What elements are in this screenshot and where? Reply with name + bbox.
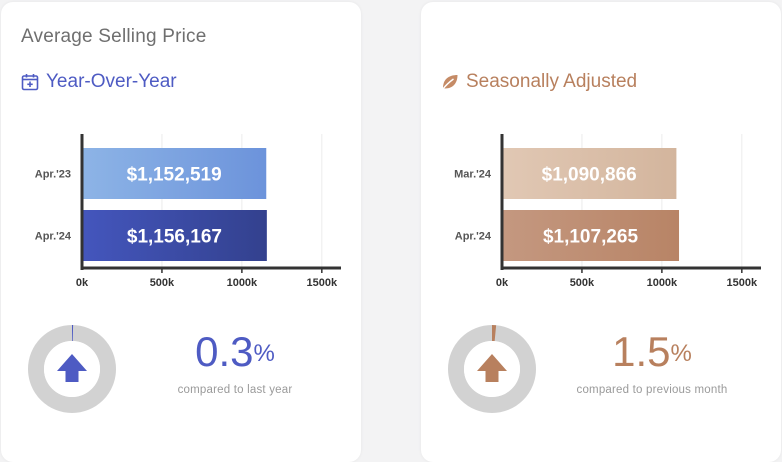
yoy-change-percent: 0.3% — [171, 330, 299, 384]
yoy-card: Average Selling Price Year-Over-Year — [1, 2, 361, 462]
x-tick-label: 1500k — [727, 277, 758, 289]
yoy-change-caption: compared to last year — [171, 384, 299, 396]
seasonal-category-label: Mar.'24 — [454, 169, 492, 181]
percent-sign: % — [254, 340, 275, 367]
seasonal-category-label: Apr.'24 — [455, 231, 492, 243]
seasonal-bar-value-label: $1,090,866 — [542, 165, 637, 186]
x-tick-label: 0k — [496, 277, 509, 289]
yoy-bar-value-label: $1,156,167 — [127, 227, 222, 248]
x-tick-label: 0k — [76, 277, 89, 289]
seasonal-subtitle-label: Seasonally Adjusted — [466, 71, 637, 93]
x-tick-label: 1500k — [307, 277, 338, 289]
seasonal-bar-chart: $1,090,866 Mar.'24 $1,107,265 Apr.'24 0k 500k… — [421, 122, 781, 307]
x-tick-label: 500k — [150, 277, 175, 289]
x-tick-label: 500k — [570, 277, 595, 289]
seasonal-change: 1.5% compared to previous month — [559, 330, 745, 396]
yoy-bar-chart: $1,152,519 Apr.'23 $1,156,167 Apr.'24 0k 500k… — [1, 122, 361, 307]
seasonal-chart-svg: $1,090,866 Mar.'24 $1,107,265 Apr.'24 0k 500k… — [421, 122, 781, 302]
yoy-change-ring — [27, 324, 117, 414]
yoy-category-label: Apr.'23 — [35, 169, 71, 181]
yoy-chart-svg: $1,152,519 Apr.'23 $1,156,167 Apr.'24 0k 500k… — [1, 122, 361, 302]
leaf-icon — [441, 73, 459, 91]
seasonal-change-value: 1.5 — [612, 328, 670, 375]
yoy-change-value: 0.3 — [195, 328, 253, 375]
yoy-subtitle: Year-Over-Year — [21, 70, 177, 94]
yoy-category-label: Apr.'24 — [35, 231, 72, 243]
x-tick-label: 1000k — [647, 277, 678, 289]
seasonal-change-percent: 1.5% — [559, 330, 745, 384]
calendar-plus-icon — [21, 73, 39, 91]
yoy-change: 0.3% compared to last year — [171, 330, 299, 396]
yoy-subtitle-label: Year-Over-Year — [46, 71, 177, 93]
seasonal-change-ring — [447, 324, 537, 414]
yoy-bar-value-label: $1,152,519 — [127, 165, 222, 186]
page-title: Average Selling Price — [21, 26, 207, 48]
x-tick-label: 1000k — [227, 277, 258, 289]
seasonal-subtitle: Seasonally Adjusted — [441, 70, 637, 94]
seasonal-change-caption: compared to previous month — [559, 384, 745, 396]
seasonal-bar-value-label: $1,107,265 — [543, 227, 639, 248]
percent-sign: % — [671, 340, 692, 367]
